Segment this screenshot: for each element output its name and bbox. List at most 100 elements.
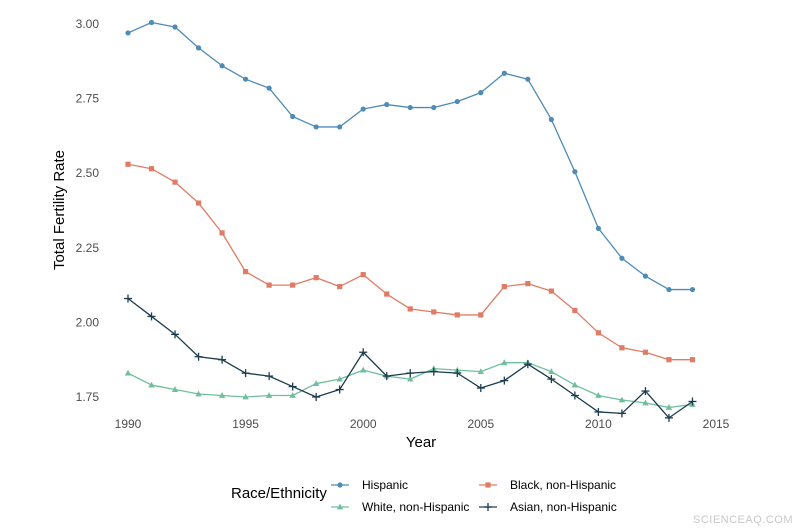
y-tick-label: 2.75 [76, 92, 100, 106]
data-point [689, 286, 696, 293]
series-line [127, 163, 693, 361]
data-point [124, 294, 132, 303]
data-point [595, 330, 601, 336]
data-point [148, 381, 155, 388]
data-point [547, 375, 556, 384]
data-point [172, 24, 178, 30]
plot-area [124, 19, 697, 422]
y-axis-title: Total Fertility Rate [51, 150, 68, 270]
data-point [501, 359, 508, 366]
data-point [429, 367, 438, 376]
data-point [360, 106, 366, 112]
data-point [688, 397, 697, 406]
data-point [666, 357, 672, 363]
data-point [664, 413, 673, 422]
x-tick-label: 1995 [232, 417, 259, 431]
data-point [454, 98, 460, 105]
legend-key-marker [485, 482, 491, 488]
data-point [242, 393, 249, 400]
y-tick-label: 2.25 [76, 241, 100, 255]
legend-item: Hispanic [331, 478, 408, 492]
data-point [125, 30, 131, 36]
data-point [124, 369, 132, 376]
data-point [337, 124, 343, 130]
data-point [219, 230, 225, 236]
data-point [290, 113, 296, 120]
data-point [288, 382, 297, 391]
data-point [548, 368, 555, 375]
data-point [431, 309, 437, 315]
data-point [407, 306, 413, 312]
data-point [195, 390, 202, 397]
series-0 [125, 19, 696, 293]
data-point [454, 312, 460, 318]
data-point [619, 255, 625, 261]
data-point [572, 169, 578, 175]
data-point [148, 166, 155, 172]
data-point [572, 307, 578, 314]
data-point [594, 407, 603, 416]
data-point [336, 375, 343, 382]
data-point [642, 273, 649, 279]
data-point [313, 124, 319, 130]
data-point [243, 269, 249, 275]
data-point [406, 369, 415, 378]
data-point [148, 19, 155, 26]
data-point [312, 393, 321, 401]
legend-key-marker [336, 503, 344, 510]
data-point [407, 375, 414, 382]
watermark: SCIENCEAQ.COM [693, 514, 793, 526]
data-point [617, 409, 626, 418]
data-point [218, 355, 227, 364]
data-point [382, 372, 391, 381]
legend-item: Black, non-Hispanic [479, 478, 616, 492]
x-tick-label: 2000 [350, 417, 377, 431]
data-point [431, 104, 437, 111]
data-point [265, 372, 274, 381]
data-point [571, 381, 579, 388]
x-tick-label: 1990 [115, 417, 142, 431]
data-point [595, 392, 602, 398]
data-point [595, 225, 602, 232]
data-point [241, 369, 250, 378]
legend-label: Hispanic [362, 478, 408, 492]
data-point [453, 369, 462, 378]
data-point [313, 275, 319, 281]
legend-label: Black, non-Hispanic [510, 478, 616, 492]
y-tick-label: 2.00 [76, 315, 100, 329]
data-point [290, 282, 296, 288]
data-point [548, 116, 554, 123]
legend-title: Race/Ethnicity [231, 485, 327, 502]
x-axis-title: Year [406, 434, 436, 451]
legend-label: White, non-Hispanic [362, 500, 469, 514]
y-axis-ticks: 1.75 2.00 2.25 2.50 2.75 3.00 [76, 17, 100, 404]
data-point [642, 349, 649, 355]
series-2 [124, 359, 696, 410]
data-point [219, 63, 225, 69]
data-point [384, 101, 390, 108]
legend-key-marker [484, 503, 492, 511]
data-point [642, 399, 649, 406]
y-tick-label: 2.50 [76, 166, 100, 180]
data-point [335, 385, 344, 394]
data-point [194, 352, 203, 361]
series-line [127, 21, 693, 291]
data-point [525, 281, 531, 287]
data-point [171, 330, 180, 339]
data-point [570, 391, 579, 400]
legend-key-marker [337, 482, 343, 488]
legend-item: White, non-Hispanic [331, 500, 469, 514]
legend-label: Asian, non-Hispanic [510, 500, 617, 514]
data-point [478, 312, 484, 318]
data-point [523, 360, 532, 369]
data-point [172, 179, 178, 185]
legend-item: Asian, non-Hispanic [479, 500, 617, 514]
data-point [195, 200, 202, 206]
legend: Race/Ethnicity Hispanic Black, non-Hispan… [231, 478, 617, 514]
data-point [618, 396, 626, 403]
data-point [337, 283, 343, 290]
data-point [312, 380, 320, 386]
x-tick-label: 2015 [703, 417, 730, 431]
data-point [125, 161, 131, 167]
data-point [525, 76, 531, 82]
